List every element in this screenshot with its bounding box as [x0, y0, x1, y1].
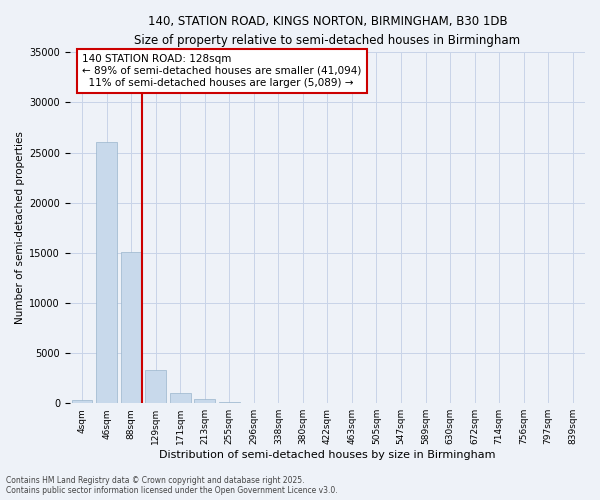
- Title: 140, STATION ROAD, KINGS NORTON, BIRMINGHAM, B30 1DB
Size of property relative t: 140, STATION ROAD, KINGS NORTON, BIRMING…: [134, 15, 520, 47]
- Text: Contains HM Land Registry data © Crown copyright and database right 2025.
Contai: Contains HM Land Registry data © Crown c…: [6, 476, 338, 495]
- Text: 140 STATION ROAD: 128sqm
← 89% of semi-detached houses are smaller (41,094)
  11: 140 STATION ROAD: 128sqm ← 89% of semi-d…: [82, 54, 362, 88]
- Bar: [219, 402, 239, 403]
- X-axis label: Distribution of semi-detached houses by size in Birmingham: Distribution of semi-detached houses by …: [159, 450, 496, 460]
- Bar: [145, 370, 166, 403]
- Bar: [170, 392, 191, 403]
- Bar: [194, 399, 215, 403]
- Bar: [121, 252, 142, 403]
- Y-axis label: Number of semi-detached properties: Number of semi-detached properties: [15, 132, 25, 324]
- Bar: [71, 400, 92, 403]
- Bar: [96, 142, 117, 403]
